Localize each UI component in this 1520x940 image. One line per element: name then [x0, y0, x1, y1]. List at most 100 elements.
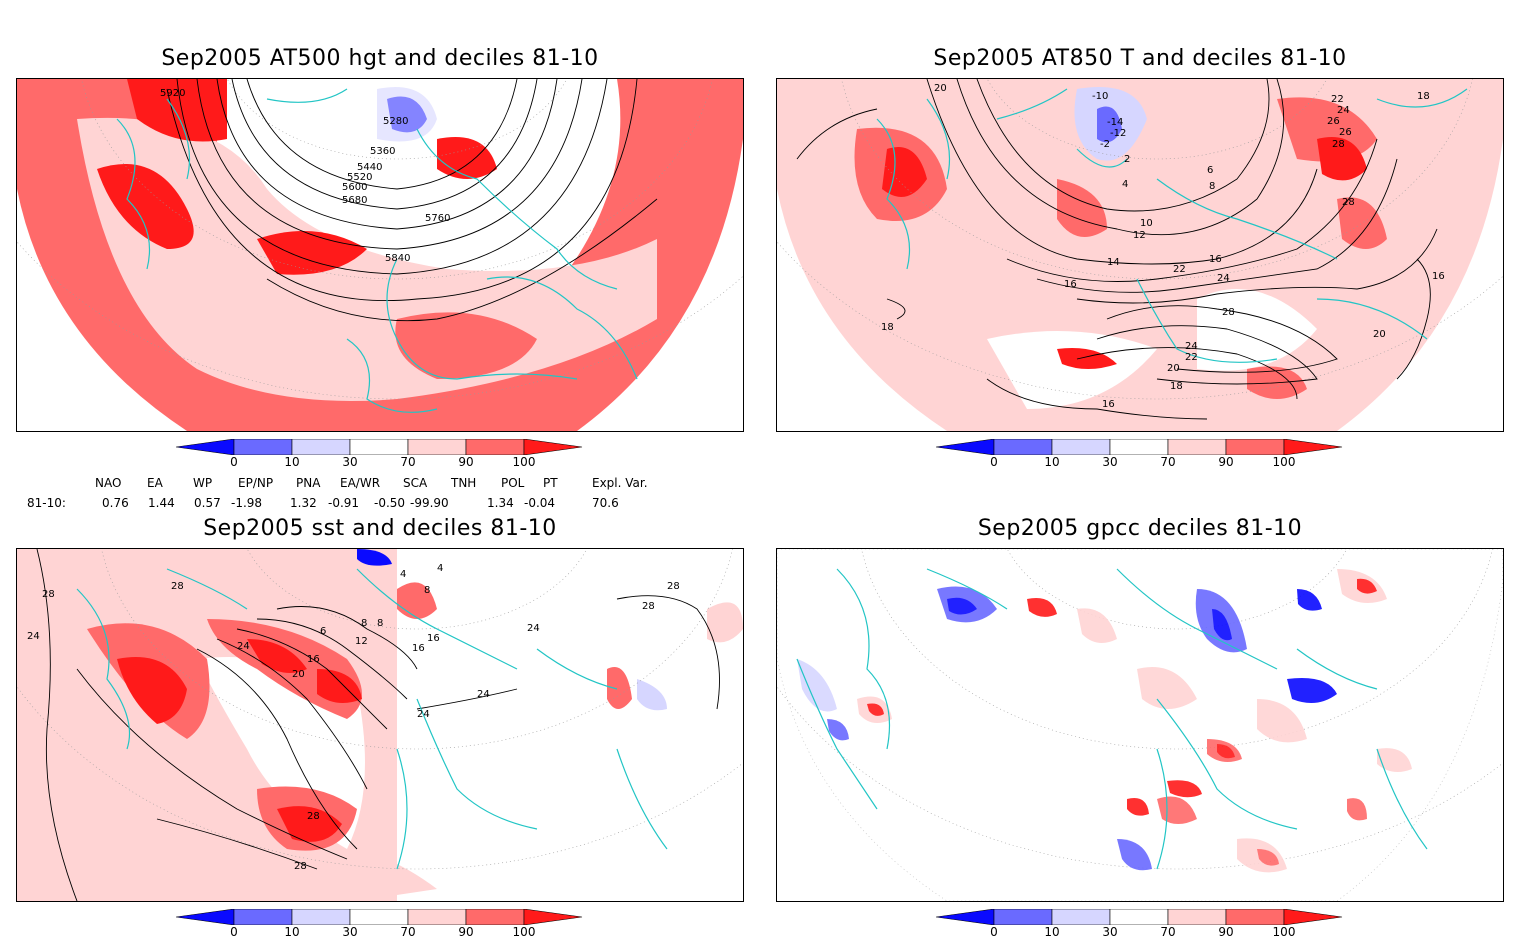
index-header: WP — [193, 476, 213, 490]
colorbar-label: 30 — [342, 455, 358, 469]
map-panel-sst: 28 24 28 4 4 8 6 8 8 12 16 16 16 20 24 2… — [16, 548, 744, 902]
contour-label: 18 — [1170, 381, 1183, 392]
panel-title-hgt500: Sep2005 AT500 hgt and deciles 81-10 — [161, 46, 599, 71]
map-panel-hgt500: 5920 5280 5360 5440 5520 5600 5680 5760 … — [16, 78, 744, 432]
colorbar-label: 100 — [512, 455, 536, 469]
contour-label: 20 — [934, 83, 947, 94]
contour-label: 26 — [1327, 116, 1340, 127]
contour-label: 16 — [1209, 254, 1222, 265]
colorbar-label: 100 — [1272, 925, 1296, 939]
colorbar-t850: 0 10 30 70 90 100 — [935, 438, 1356, 469]
index-value: 70.6 — [592, 496, 619, 510]
contour-label: 16 — [427, 633, 440, 644]
contour-label: 5680 — [342, 195, 367, 206]
map-panel-gpcc — [776, 548, 1504, 902]
colorbar-label: 70 — [1160, 455, 1176, 469]
index-value: -1.98 — [231, 496, 263, 510]
contour-label: -2 — [1100, 139, 1110, 150]
colorbar-label: 0 — [230, 455, 238, 469]
contour-label: 28 — [42, 589, 55, 600]
contour-label: 26 — [1339, 127, 1352, 138]
map-panel-t850: 20 -10 -14 -12 -2 2 4 6 8 10 12 14 16 16… — [776, 78, 1504, 432]
index-value: 1.32 — [290, 496, 317, 510]
colorbar-label: 30 — [1102, 455, 1118, 469]
index-value: -99.90 — [410, 496, 449, 510]
contour-label: 24 — [237, 641, 250, 652]
contour-label: 28 — [642, 601, 655, 612]
colorbar-label: 70 — [400, 925, 416, 939]
index-value: -0.04 — [524, 496, 556, 510]
contour-label: 10 — [1140, 218, 1153, 229]
colorbar-label: 70 — [1160, 925, 1176, 939]
contour-label: 6 — [1207, 165, 1213, 176]
index-value: 1.34 — [487, 496, 514, 510]
index-header: POL — [501, 476, 525, 490]
panel-title-gpcc: Sep2005 gpcc deciles 81-10 — [977, 516, 1303, 541]
contour-label: 16 — [1064, 279, 1077, 290]
contour-label: 16 — [1102, 399, 1115, 410]
contour-label: -12 — [1110, 128, 1126, 139]
index-header: TNH — [451, 476, 477, 490]
index-value: 0.57 — [194, 496, 221, 510]
contour-label: 6 — [320, 626, 326, 637]
panel-title-t850: Sep2005 AT850 T and deciles 81-10 — [933, 46, 1347, 71]
colorbar-label: 30 — [1102, 925, 1118, 939]
contour-label: 24 — [527, 623, 540, 634]
contour-label: 4 — [400, 569, 406, 580]
contour-label: 22 — [1185, 352, 1198, 363]
contour-label: 12 — [355, 636, 368, 647]
index-value: -0.50 — [374, 496, 406, 510]
contour-label: 16 — [1432, 271, 1445, 282]
contour-label: 4 — [1122, 179, 1128, 190]
index-value: 0.76 — [102, 496, 129, 510]
colorbar-label: 90 — [458, 925, 474, 939]
index-row-label: 81-10: — [27, 496, 66, 510]
contour-label: 2 — [1124, 154, 1130, 165]
index-header: PT — [543, 476, 558, 490]
contour-label: 28 — [307, 811, 320, 822]
contour-label: -10 — [1092, 91, 1108, 102]
contour-label: 16 — [307, 654, 320, 665]
contour-label: -14 — [1107, 117, 1123, 128]
contour-label: 24 — [27, 631, 40, 642]
index-header: NAO — [95, 476, 122, 490]
contour-label: 28 — [171, 581, 184, 592]
contour-label: 16 — [412, 643, 425, 654]
panel-title-sst: Sep2005 sst and deciles 81-10 — [203, 516, 557, 541]
colorbar-label: 10 — [284, 455, 300, 469]
colorbar-label: 0 — [990, 925, 998, 939]
contour-label: 24 — [417, 709, 430, 720]
contour-label: 20 — [1167, 363, 1180, 374]
contour-label: 5520 — [347, 172, 372, 183]
contour-label: 14 — [1107, 257, 1120, 268]
colorbar-label: 90 — [1218, 455, 1234, 469]
contour-label: 8 — [1209, 181, 1215, 192]
contour-label: 24 — [1337, 105, 1350, 116]
contour-label: 22 — [1331, 94, 1344, 105]
contour-label: 24 — [1217, 273, 1230, 284]
colorbar-label: 90 — [458, 455, 474, 469]
contour-label: 22 — [1173, 264, 1186, 275]
colorbar-hgt500: 0 10 30 70 90 100 — [175, 438, 596, 469]
contour-label: 5600 — [342, 182, 367, 193]
contour-label: 5840 — [385, 253, 410, 264]
contour-label: 8 — [377, 618, 383, 629]
index-value: 1.44 — [148, 496, 175, 510]
colorbar-label: 90 — [1218, 925, 1234, 939]
index-table: NAO EA WP EP/NP PNA EA/WR SCA TNH POL PT… — [0, 474, 740, 514]
contour-label: 28 — [1332, 139, 1345, 150]
contour-label: 4 — [437, 563, 443, 574]
contour-label: 18 — [881, 322, 894, 333]
index-header: PNA — [296, 476, 321, 490]
contour-label: 28 — [667, 581, 680, 592]
contour-label: 5440 — [357, 162, 382, 173]
colorbar-label: 10 — [284, 925, 300, 939]
contour-label: 5920 — [160, 88, 185, 99]
colorbar-label: 100 — [1272, 455, 1296, 469]
contour-label: 28 — [294, 861, 307, 872]
colorbar-label: 10 — [1044, 455, 1060, 469]
contour-label: 8 — [424, 585, 430, 596]
contour-label: 24 — [477, 689, 490, 700]
colorbar-label: 0 — [990, 455, 998, 469]
index-header: Expl. Var. — [592, 476, 648, 490]
